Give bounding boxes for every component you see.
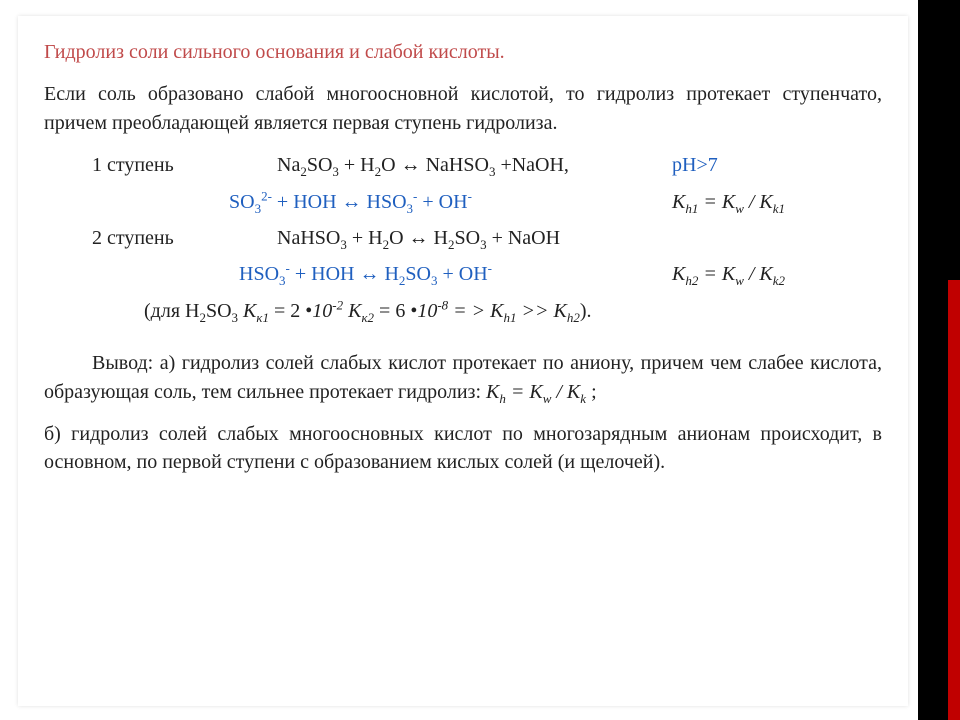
t: / K	[551, 381, 580, 403]
t: + H	[339, 154, 375, 176]
t: + H	[347, 227, 383, 249]
constants-line: (для H2SO3 Kк1 = 2 •10-2 Kк2 = 6 •10-8 =…	[44, 297, 882, 325]
t: >> K	[517, 300, 567, 322]
t: SO	[229, 191, 255, 213]
t: HSO	[239, 263, 279, 285]
s: к1	[256, 310, 269, 325]
arrow-icon: ↔	[409, 227, 429, 249]
sidebar-accent	[948, 280, 960, 720]
step2-ionic-eq: HSO3- + HOH ↔ H2SO3 + OH-	[229, 260, 672, 288]
s: -	[488, 261, 492, 276]
s: h1	[685, 201, 698, 216]
s: h2	[685, 273, 698, 288]
t: = K	[506, 381, 543, 403]
t: ).	[580, 300, 592, 322]
step2-k: Kh2 = Kw / Kk2	[672, 260, 882, 288]
t: Na	[277, 154, 300, 176]
t: HSO	[362, 191, 407, 213]
t: + OH	[417, 191, 467, 213]
t: / K	[744, 263, 773, 285]
t: / K	[744, 191, 773, 213]
t: 10	[417, 300, 437, 322]
step1-molecular: 1 ступень Na2SO3 + H2O ↔ NaHSO3 +NaOH, p…	[44, 151, 882, 179]
s: -8	[437, 297, 448, 312]
t: NaHSO	[421, 154, 489, 176]
t: O	[389, 227, 408, 249]
t: SO	[454, 227, 480, 249]
s: 2-	[261, 188, 272, 203]
arrow-icon: ↔	[359, 263, 379, 285]
slide-content: Гидролиз соли сильного основания и слабо…	[18, 16, 908, 706]
step1-k: Kh1 = Kw / Kk1	[672, 188, 882, 216]
slide-title: Гидролиз соли сильного основания и слабо…	[44, 38, 882, 66]
conclusion-a: Вывод: а) гидролиз солей слабых кислот п…	[44, 349, 882, 406]
t: (для H	[144, 300, 199, 322]
s: h1	[504, 310, 517, 325]
t: SO	[307, 154, 333, 176]
arrow-icon: ↔	[401, 154, 421, 176]
step1-ph: pH>7	[672, 151, 882, 179]
t: = 6 •	[374, 300, 417, 322]
t: K	[343, 300, 361, 322]
t: = K	[698, 263, 735, 285]
t: H	[429, 227, 448, 249]
t: SO	[405, 263, 431, 285]
step1-ionic: SO32- + HOH ↔ HSO3- + OH- Kh1 = Kw / Kk1	[44, 188, 882, 216]
conclusion-b: б) гидролиз солей слабых многоосновных к…	[44, 420, 882, 477]
t: SO	[206, 300, 232, 322]
step2-equation: NaHSO3 + H2O ↔ H2SO3 + NaOH	[277, 224, 672, 252]
s: k2	[773, 273, 785, 288]
t: + HOH	[272, 191, 342, 213]
t: = > K	[448, 300, 503, 322]
step2-ionic: HSO3- + HOH ↔ H2SO3 + OH- Kh2 = Kw / Kk2	[44, 260, 882, 288]
t: + NaOH	[487, 227, 561, 249]
arrow-icon: ↔	[342, 191, 362, 213]
t: = K	[698, 191, 735, 213]
t: O	[381, 154, 400, 176]
s: k1	[773, 201, 785, 216]
t: K	[238, 300, 256, 322]
t: Вывод: а) гидролиз солей слабых кислот п…	[44, 352, 882, 402]
t: = 2 •	[269, 300, 312, 322]
step2-molecular: 2 ступень NaHSO3 + H2O ↔ H2SO3 + NaOH	[44, 224, 882, 252]
t: +NaOH,	[495, 154, 569, 176]
t: K	[486, 381, 499, 403]
t: + HOH	[290, 263, 360, 285]
t: H	[379, 263, 398, 285]
t: K	[672, 191, 685, 213]
t: K	[672, 263, 685, 285]
s: -2	[332, 297, 343, 312]
step2-label: 2 ступень	[92, 224, 277, 252]
step1-ionic-eq: SO32- + HOH ↔ HSO3- + OH-	[229, 188, 672, 216]
t: 10	[312, 300, 332, 322]
t: NaHSO	[277, 227, 340, 249]
s: -	[468, 188, 472, 203]
intro-paragraph: Если соль образовано слабой многоосновно…	[44, 80, 882, 137]
s: w	[735, 201, 744, 216]
t: ;	[586, 381, 597, 403]
step1-label: 1 ступень	[92, 151, 277, 179]
s: к2	[361, 310, 374, 325]
s: h2	[567, 310, 580, 325]
t: + OH	[438, 263, 488, 285]
s: w	[735, 273, 744, 288]
step1-equation: Na2SO3 + H2O ↔ NaHSO3 +NaOH,	[277, 151, 672, 179]
